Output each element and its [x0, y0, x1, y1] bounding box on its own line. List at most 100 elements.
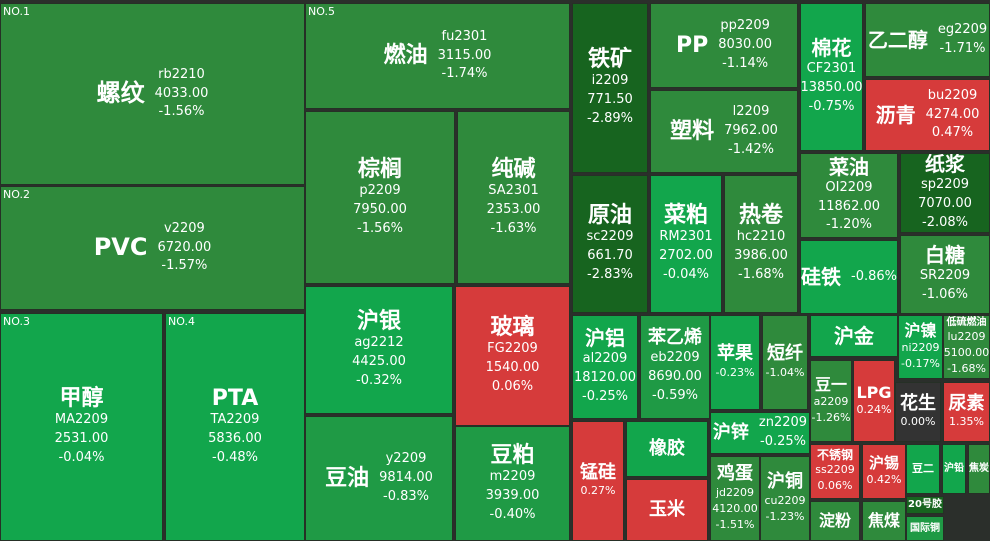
quote-change: 0.27% — [580, 484, 616, 498]
quote-change: 0.00% — [900, 415, 936, 429]
quote-change: -1.74% — [441, 66, 488, 82]
quote-info: v2209 6720.00 -1.57% — [158, 220, 212, 277]
quote-price: 11862.00 — [817, 198, 881, 214]
commodity-name: PVC — [93, 233, 148, 262]
tile: 花生 0.00% — [895, 382, 941, 442]
tile: 鸡蛋 jd2209 4120.00 -1.51% — [710, 456, 760, 541]
rank-label: NO.1 — [3, 5, 30, 18]
tile: 沪锡 0.42% — [862, 444, 906, 499]
commodity-name: 纯碱 — [491, 156, 536, 182]
tile: NO.4 PTA TA2209 5836.00 -0.48% — [165, 313, 305, 541]
tile: 沪锌 zn2209 -0.25% — [710, 412, 810, 454]
quote-price: 771.50 — [587, 92, 633, 108]
quote-code: MA2209 — [54, 412, 109, 428]
commodity-name: PP — [675, 32, 709, 58]
tile: LPG 0.24% — [853, 360, 895, 442]
tile: 豆油 y2209 9814.00 -0.83% — [305, 416, 453, 541]
quote-change: -0.32% — [356, 373, 402, 389]
quote-info: -0.86% — [851, 268, 897, 287]
quote-info: bu2209 4274.00 0.47% — [926, 87, 980, 144]
quote-change: -1.57% — [161, 258, 208, 274]
quote-code: ss2209 — [815, 463, 855, 477]
commodity-name: 棕榈 — [357, 156, 402, 182]
commodity-name: 橡胶 — [649, 437, 685, 459]
tile: 菜油 OI2209 11862.00 -1.20% — [800, 153, 898, 238]
quote-price: 4425.00 — [352, 354, 406, 370]
commodity-name: 沪铜 — [767, 471, 803, 493]
tile: 豆一 a2209 -1.26% — [810, 360, 852, 442]
quote-info: rb2210 4033.00 -1.56% — [155, 66, 209, 123]
quote-change: -1.42% — [728, 141, 774, 157]
commodity-name: 沪银 — [356, 309, 401, 335]
tile: 沪铜 cu2209 -1.23% — [760, 456, 810, 541]
quote-price: 6720.00 — [157, 239, 212, 255]
tile: NO.1 螺纹 rb2210 4033.00 -1.56% — [0, 3, 305, 185]
quote-code: lu2209 — [947, 329, 986, 343]
tile: 短纤 -1.04% — [762, 315, 808, 410]
quote-code: pp2209 — [720, 18, 770, 34]
quote-price: 2531.00 — [54, 431, 109, 447]
quote-change: -0.23% — [715, 365, 755, 379]
tile: 白糖 SR2209 -1.06% — [900, 235, 990, 314]
tile: 铁矿 i2209 771.50 -2.89% — [572, 3, 648, 173]
quote-price: 7950.00 — [353, 201, 407, 217]
quote-code: hc2210 — [736, 229, 786, 245]
quote-change: -1.06% — [922, 287, 968, 302]
tile: 棉花 CF2301 13850.00 -0.75% — [800, 3, 863, 151]
quote-change: 0.06% — [817, 479, 853, 493]
quote-change: 0.42% — [866, 473, 902, 487]
quote-change: 0.24% — [856, 403, 892, 417]
commodity-name: 沪金 — [834, 323, 874, 348]
tile: 焦炭 — [968, 444, 990, 494]
quote-price: 2702.00 — [659, 248, 713, 264]
quote-change: -1.23% — [765, 509, 805, 523]
quote-code: i2209 — [591, 73, 629, 89]
tile: 橡胶 — [626, 421, 708, 477]
tile: 沥青 bu2209 4274.00 0.47% — [865, 79, 990, 151]
quote-code: ni2209 — [901, 341, 940, 355]
commodity-name: 豆油 — [325, 465, 370, 491]
quote-change: -1.63% — [490, 220, 537, 236]
tile: 沪银 ag2212 4425.00 -0.32% — [305, 286, 453, 414]
tile: 豆粕 m2209 3939.00 -0.40% — [455, 426, 570, 541]
commodity-name: 纸浆 — [925, 153, 965, 177]
tile: 20号胶 — [906, 496, 944, 514]
tile: 国际铜 — [906, 516, 944, 541]
quote-code: zn2209 — [758, 415, 808, 431]
commodity-name: 国际铜 — [910, 522, 940, 534]
quote-code: fu2301 — [441, 28, 488, 44]
quote-price: 9814.00 — [379, 470, 433, 486]
quote-code: rb2210 — [158, 66, 205, 82]
commodity-name: 沪镍 — [904, 320, 937, 340]
quote-code: TA2209 — [210, 412, 260, 428]
quote-price: 3939.00 — [485, 487, 540, 503]
tile: 豆二 — [906, 444, 940, 494]
tile: 乙二醇 eg2209 -1.71% — [865, 3, 990, 77]
quote-price: 7962.00 — [724, 123, 778, 139]
quote-price: 8690.00 — [648, 368, 702, 384]
quote-price: 3115.00 — [437, 47, 492, 63]
commodity-name: 乙二醇 — [867, 27, 928, 52]
rank-label: NO.5 — [308, 5, 335, 18]
quote-change: -0.83% — [383, 488, 429, 504]
commodity-name: 豆粕 — [490, 442, 535, 468]
rank-label: NO.3 — [3, 315, 30, 328]
tile: 焦煤 — [862, 501, 906, 541]
quote-code: jd2209 — [715, 485, 755, 499]
quote-info: zn2209 -0.25% — [759, 414, 807, 452]
quote-change: -2.89% — [587, 111, 633, 127]
tile: 玉米 — [626, 479, 708, 541]
quote-change: -1.26% — [811, 411, 851, 425]
commodity-name: 沪锡 — [868, 453, 899, 472]
quote-code: OI2209 — [825, 179, 873, 195]
commodity-name: 短纤 — [767, 343, 803, 365]
commodity-name: 菜粕 — [663, 203, 708, 229]
tile: 尿素 1.35% — [943, 382, 990, 442]
quote-code: al2209 — [582, 351, 628, 367]
commodity-name: 燃油 — [383, 43, 428, 69]
commodity-name: 白糖 — [925, 243, 965, 268]
quote-info: eg2209 -1.71% — [938, 21, 987, 59]
quote-code: ag2212 — [354, 335, 404, 351]
quote-code: l2209 — [732, 104, 770, 120]
